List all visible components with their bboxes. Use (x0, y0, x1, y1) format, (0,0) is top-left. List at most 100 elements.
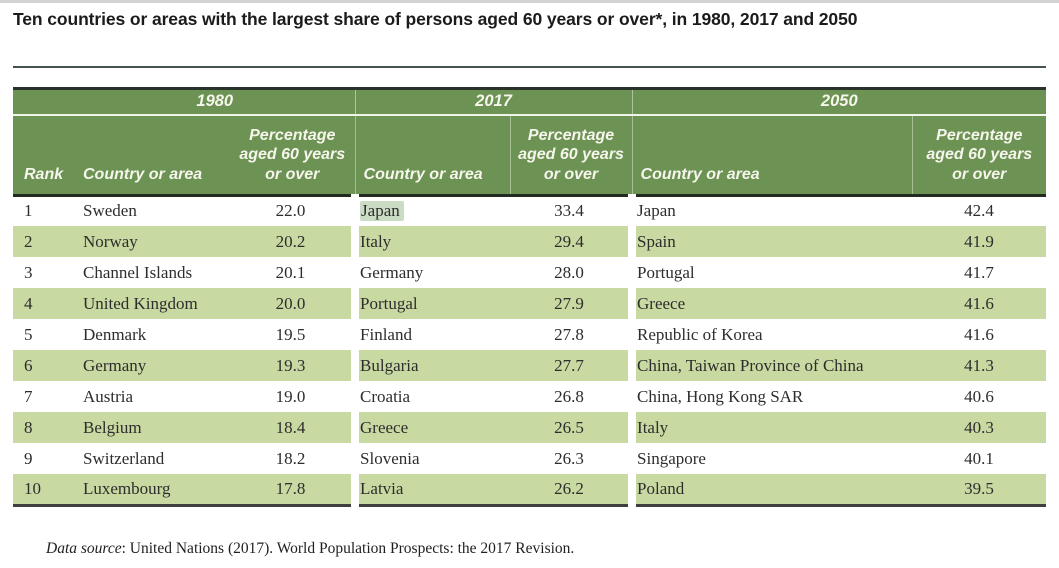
data-source-note: Data source: United Nations (2017). Worl… (46, 540, 574, 558)
pct-2050-cell: 41.7 (964, 262, 994, 282)
pct-1980-cell: 19.5 (275, 324, 306, 344)
pct-1980-cell: 20.0 (230, 288, 356, 319)
pct-1980-cell: 18.4 (230, 412, 356, 443)
table-row: 7 Austria 19.0 Croatia 26.8 China, Hong Kong … (13, 381, 1046, 412)
country-column-header-2017: Country or area (354, 115, 511, 197)
pct-2050-cell: 41.3 (912, 350, 1047, 381)
pct-2017-cell: 26.8 (554, 386, 584, 406)
data-source-text: : United Nations (2017). World Populatio… (121, 540, 575, 557)
percentage-column-header-1980: Percentage aged 60 years or over (230, 115, 356, 197)
country-2050-cell: Italy (628, 412, 913, 443)
top-edge-strip (0, 0, 1059, 3)
percentage-column-header-2050: Percentage aged 60 years or over (911, 115, 1047, 197)
country-2017-cell: Japan (351, 195, 511, 226)
country-1980-cell: Switzerland (83, 448, 165, 468)
country-2017-cell: Slovenia (351, 443, 511, 474)
country-2050-cell: Poland (628, 474, 913, 505)
rank-cell: 2 (13, 226, 75, 257)
country-1980-cell: Belgium (75, 412, 230, 443)
rank-cell: 4 (13, 288, 75, 319)
pct-2017-cell: 27.8 (554, 324, 584, 344)
table-body: 1 Sweden 22.0 Japan 33.4 Japan 42.4 2 Norway 20.2… (13, 195, 1047, 505)
percentage-header-line: aged 60 years (518, 146, 624, 164)
country-2050-cell: Republic of Korea (628, 319, 913, 350)
country-1980-cell: Luxembourg (75, 474, 230, 505)
country-1980-cell: Sweden (83, 201, 137, 221)
year-header-row: 1980 2017 2050 (13, 88, 1047, 116)
rank-cell: 10 (13, 474, 75, 505)
country-2050-cell: Spain (628, 226, 913, 257)
table-row: 2 Norway 20.2 Italy 29.4 Spain 41.9 (13, 226, 1047, 257)
percentage-header-line: or over (952, 165, 1007, 183)
pct-2017-cell: 28.0 (554, 262, 584, 282)
aging-share-table: 1980 2017 2050 Rank Country or area Perc… (13, 87, 1047, 507)
country-2017-cell: Germany (351, 257, 511, 288)
pct-1980-cell: 18.2 (275, 448, 306, 468)
country-2017-cell: Latvia (351, 474, 511, 505)
pct-2017-cell: 26.5 (510, 412, 633, 443)
country-2050-cell: Singapore (628, 443, 913, 474)
pct-1980-cell: 17.8 (230, 474, 356, 505)
pct-2017-cell: 26.3 (554, 448, 584, 468)
country-1980-cell: Channel Islands (83, 262, 193, 282)
percentage-header-line: Percentage (936, 126, 1023, 144)
pct-2050-cell: 40.6 (964, 386, 994, 406)
country-column-header-1980: Country or area (75, 115, 230, 197)
table-header: 1980 2017 2050 Rank Country or area Perc… (13, 88, 1047, 197)
pct-2017-cell: 26.2 (510, 474, 633, 505)
percentage-header-line: or over (543, 165, 599, 183)
pct-2050-cell: 39.5 (912, 474, 1047, 505)
table-row: 4 United Kingdom 20.0 Portugal 27.9 Greece 41.… (13, 288, 1047, 319)
country-2017-cell: Finland (351, 319, 511, 350)
country-2017-cell: Portugal (351, 288, 511, 319)
percentage-header-line: Percentage (249, 126, 336, 144)
pct-1980-cell: 20.1 (275, 262, 306, 282)
country-2050-cell: China, Taiwan Province of China (628, 350, 913, 381)
year-header-1980: 1980 (13, 88, 356, 116)
country-1980-cell: Austria (83, 386, 134, 406)
country-1980-cell: Germany (75, 350, 230, 381)
rank-cell: 5 (24, 324, 33, 344)
pct-2050-cell: 40.1 (964, 448, 994, 468)
country-2050-cell: Japan (628, 195, 913, 226)
column-header-row: Rank Country or area Percentage aged 60 … (13, 115, 1047, 197)
country-2050-cell: China, Hong Kong SAR (628, 381, 913, 412)
country-1980-cell: Norway (75, 226, 230, 257)
country-2017-cell: Greece (351, 412, 511, 443)
pct-2017-cell: 29.4 (510, 226, 633, 257)
pct-1980-cell: 19.3 (230, 350, 356, 381)
rank-column-header: Rank (13, 115, 75, 197)
pct-1980-cell: 22.0 (275, 201, 306, 221)
country-2017-cell: Italy (351, 226, 511, 257)
table-row: 10 Luxembourg 17.8 Latvia 26.2 Poland 39.5 (13, 474, 1047, 505)
country-column-header-2050: Country or area (631, 115, 913, 197)
rank-cell: 9 (24, 448, 33, 468)
pct-2050-cell: 41.9 (912, 226, 1047, 257)
table-row: 8 Belgium 18.4 Greece 26.5 Italy 40.3 (13, 412, 1047, 443)
title-divider-line (13, 66, 1046, 68)
figure-title: Ten countries or areas with the largest … (13, 9, 858, 29)
table-row: 5 Denmark 19.5 Finland 27.8 Republic of Korea… (13, 319, 1046, 350)
pct-2050-cell: 41.6 (912, 288, 1047, 319)
table-row: 6 Germany 19.3 Bulgaria 27.7 China, Taiwan Pr… (13, 350, 1047, 381)
rank-cell: 6 (13, 350, 75, 381)
pct-2050-cell: 41.6 (964, 324, 994, 344)
country-1980-cell: Denmark (83, 324, 147, 344)
year-header-2050: 2050 (631, 88, 1047, 116)
percentage-header-line: aged 60 years (239, 146, 346, 164)
pct-1980-cell: 20.2 (230, 226, 356, 257)
percentage-header-line: or over (265, 165, 320, 183)
rank-cell: 3 (24, 262, 33, 282)
rank-cell: 1 (24, 201, 33, 221)
pct-2050-cell: 40.3 (912, 412, 1047, 443)
pct-1980-cell: 19.0 (275, 386, 306, 406)
table-row: 3 Channel Islands 20.1 Germany 28.0 Portugal 4… (13, 257, 1046, 288)
percentage-header-line: aged 60 years (926, 146, 1033, 164)
pct-2017-cell: 27.9 (510, 288, 633, 319)
text-selection-highlight: Japan (360, 201, 404, 222)
country-2017-cell: Bulgaria (351, 350, 511, 381)
table-row: 9 Switzerland 18.2 Slovenia 26.3 Singapore 40.… (13, 443, 1046, 474)
country-1980-cell: United Kingdom (75, 288, 230, 319)
country-2050-cell: Greece (628, 288, 913, 319)
